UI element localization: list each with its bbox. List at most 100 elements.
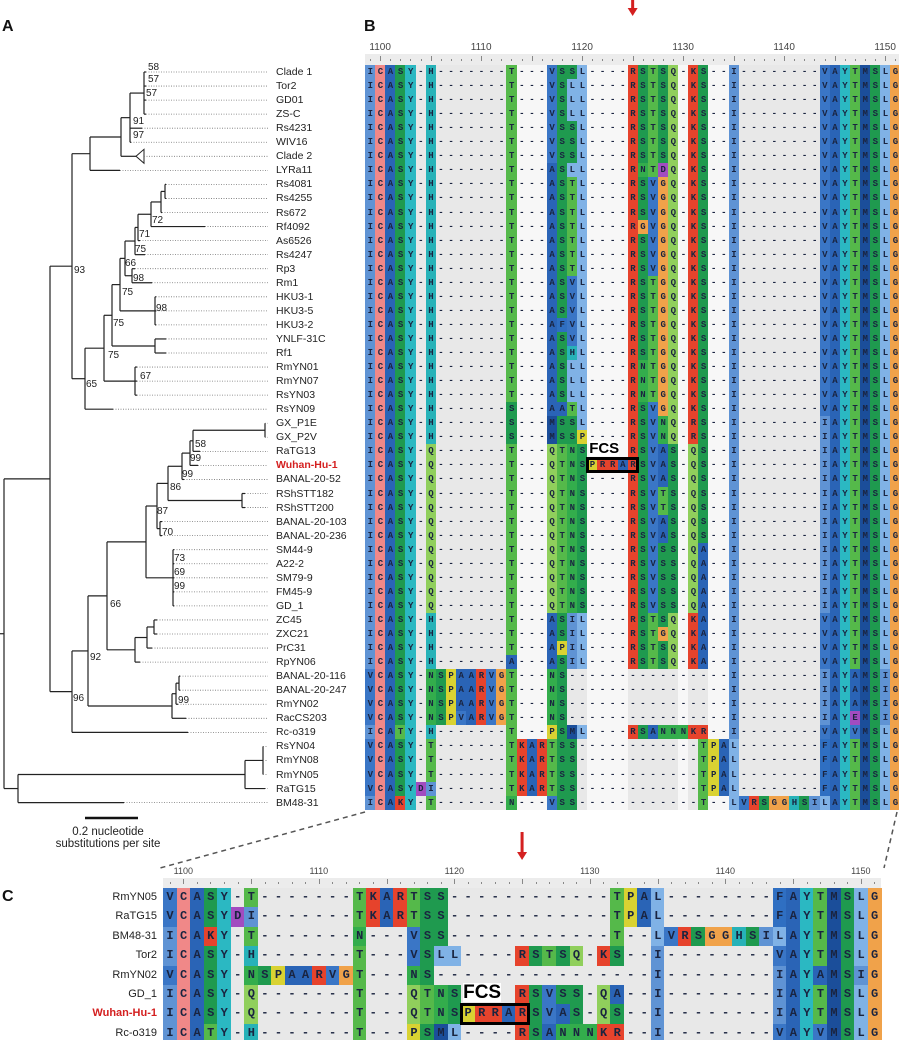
ruler-tick: [410, 59, 412, 61]
gap-cell: -: [809, 149, 820, 164]
residue-cell: Q: [425, 486, 437, 502]
gap-cell: -: [769, 289, 780, 305]
gap-cell: -: [516, 135, 528, 150]
gap-cell: -: [748, 655, 760, 670]
gap-cell: -: [779, 402, 790, 417]
gap-cell: -: [486, 458, 497, 473]
gap-cell: -: [637, 683, 649, 698]
residue-cell: Q: [668, 627, 679, 642]
taxon-label: Rs4247: [276, 248, 313, 261]
gap-cell: -: [526, 233, 538, 249]
residue-cell: L: [567, 93, 578, 108]
residue-cell: Y: [839, 402, 851, 417]
gap-cell: -: [536, 472, 548, 487]
gap-cell: -: [617, 93, 629, 108]
gap-cell: -: [718, 725, 730, 740]
gap-cell: -: [738, 149, 750, 164]
residue-cell: S: [556, 177, 568, 192]
residue-cell: A: [455, 683, 467, 698]
gap-cell: -: [455, 472, 467, 487]
residue-cell: S: [637, 121, 649, 136]
gap-cell: -: [445, 641, 457, 656]
gap-cell: -: [732, 985, 747, 1005]
gap-cell: -: [769, 528, 780, 544]
gap-cell: -: [748, 177, 760, 192]
residue-cell: N: [567, 556, 578, 572]
residue-cell: L: [880, 261, 891, 277]
gap-cell: -: [678, 346, 689, 361]
gap-cell: -: [515, 965, 530, 986]
residue-cell: I: [650, 985, 665, 1005]
residue-cell: N: [567, 598, 578, 614]
residue-cell: S: [698, 346, 709, 361]
gap-cell: -: [587, 416, 598, 431]
gap-cell: -: [748, 163, 760, 178]
gap-cell: -: [799, 612, 810, 628]
residue-cell: A: [298, 965, 313, 986]
gap-cell: -: [486, 612, 497, 628]
gap-cell: -: [415, 542, 427, 558]
gap-cell: -: [718, 795, 730, 811]
residue-cell: Y: [839, 500, 851, 516]
gap-cell: -: [455, 486, 467, 502]
gap-cell: -: [799, 374, 810, 389]
residue-cell: N: [352, 926, 367, 947]
gap-cell: -: [366, 1023, 381, 1040]
gap-cell: -: [415, 416, 427, 431]
residue-cell: V: [647, 556, 659, 572]
gap-cell: -: [379, 965, 394, 986]
residue-cell: R: [627, 331, 639, 347]
residue-cell: A: [526, 767, 538, 783]
residue-cell: F: [772, 907, 787, 928]
residue-cell: I: [728, 486, 740, 502]
gap-cell: -: [664, 907, 679, 928]
residue-cell: T: [506, 107, 517, 122]
residue-cell: L: [577, 612, 588, 628]
residue-cell: M: [859, 303, 871, 319]
gap-cell: -: [809, 303, 820, 319]
gap-cell: -: [758, 107, 770, 122]
gap-cell: -: [455, 500, 467, 516]
gap-cell: -: [415, 697, 427, 712]
gap-cell: -: [748, 388, 760, 403]
gap-cell: -: [536, 303, 548, 319]
ruler-tick: [885, 56, 887, 61]
residue-cell: R: [476, 669, 487, 684]
gap-cell: -: [501, 965, 516, 986]
ruler-tick: [733, 56, 735, 61]
gap-cell: -: [718, 985, 733, 1005]
residue-cell: C: [375, 346, 386, 361]
residue-cell: I: [365, 289, 376, 305]
residue-cell: S: [395, 697, 406, 712]
residue-cell: T: [506, 177, 517, 192]
residue-cell: S: [870, 514, 881, 530]
gap-cell: -: [461, 926, 476, 947]
residue-cell: M: [859, 233, 871, 249]
gap-cell: -: [526, 458, 538, 473]
residue-cell: M: [859, 711, 871, 726]
gap-cell: -: [779, 219, 790, 235]
gap-cell: -: [617, 683, 629, 698]
residue-cell: V: [365, 781, 376, 797]
taxon-label: Rf4092: [276, 220, 310, 233]
gap-cell: -: [466, 486, 477, 502]
residue-cell: Q: [668, 360, 679, 375]
residue-cell: S: [870, 93, 881, 108]
residue-cell: S: [668, 514, 679, 530]
residue-cell: A: [385, 711, 396, 726]
gap-cell: -: [496, 612, 507, 628]
gap-cell: -: [758, 570, 770, 586]
gap-cell: -: [466, 739, 477, 754]
gap-cell: -: [748, 711, 760, 726]
gap-cell: -: [516, 641, 528, 656]
gap-cell: -: [569, 965, 584, 986]
residue-cell: Y: [405, 416, 416, 431]
gap-cell: -: [488, 946, 503, 967]
residue-cell: S: [870, 444, 881, 459]
residue-cell: S: [870, 781, 881, 797]
ruler-tick: [804, 59, 806, 61]
residue-cell: T: [506, 767, 517, 783]
residue-cell: Y: [839, 163, 851, 178]
ruler-tick: [582, 56, 584, 61]
residue-cell: S: [577, 556, 588, 572]
